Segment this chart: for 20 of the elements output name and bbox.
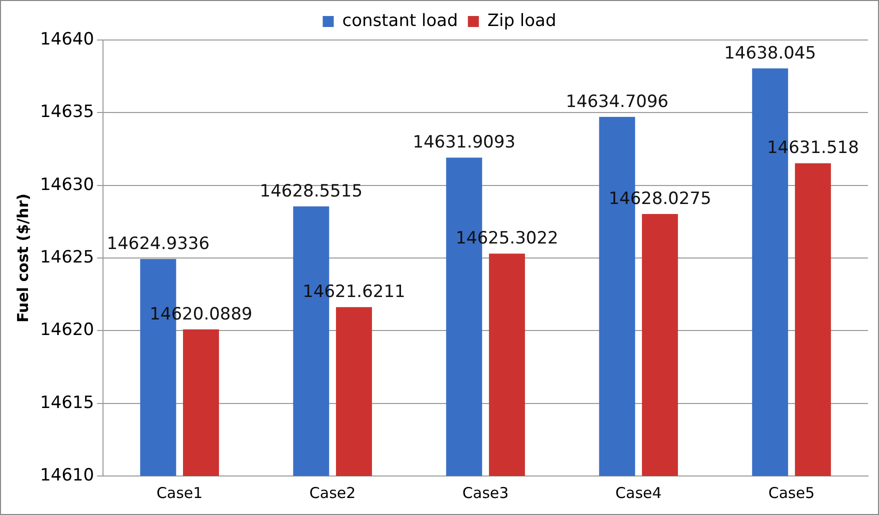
x-tick-label: Case1 <box>156 484 203 502</box>
y-tick-label: 14640 <box>40 29 94 50</box>
data-label: 14631.9093 <box>412 132 516 153</box>
y-tick-label: 14615 <box>40 392 94 413</box>
y-tick-label: 14620 <box>40 320 94 340</box>
data-label: 14634.7096 <box>566 92 668 112</box>
x-tick-label: Case2 <box>309 484 356 502</box>
data-label: 14638.045 <box>724 43 816 64</box>
y-tick-label: 14610 <box>40 465 94 486</box>
x-tick-label: Case4 <box>615 484 662 502</box>
y-tick-label: 14625 <box>40 247 94 268</box>
legend-label: constant load <box>342 10 458 31</box>
x-tick-label: Case3 <box>462 484 509 502</box>
x-tick-label: Case5 <box>768 484 815 502</box>
data-label: 14628.5515 <box>260 181 363 202</box>
data-label: 14624.9336 <box>106 234 210 254</box>
y-axis-title: Fuel cost ($/hr) <box>14 194 32 322</box>
y-tick-label: 14630 <box>40 174 94 195</box>
y-tick-label: 14635 <box>40 102 94 122</box>
legend-label: Zip load <box>487 10 556 31</box>
